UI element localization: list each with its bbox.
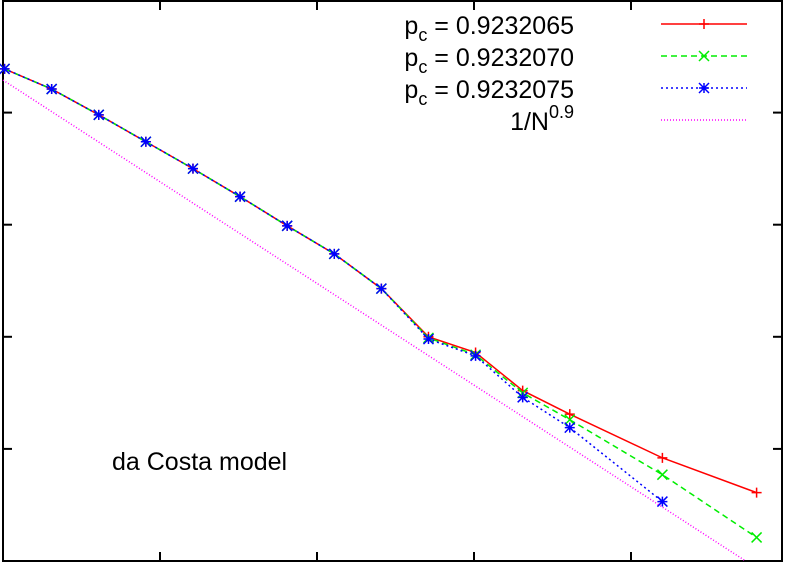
legend-label: pc = 0.9232065 — [404, 12, 574, 45]
data-point — [699, 19, 709, 29]
data-point — [470, 350, 482, 362]
data-point — [564, 409, 575, 420]
legend-label: pc = 0.9232070 — [404, 44, 574, 77]
annotation: da Costa model — [112, 448, 287, 476]
data-point — [517, 391, 529, 403]
series-line — [4, 68, 758, 539]
data-point — [328, 248, 340, 260]
data-point — [698, 50, 710, 62]
data-point — [375, 283, 387, 295]
data-point — [422, 333, 435, 345]
series-line — [4, 68, 663, 503]
legend-label: pc = 0.9232075 — [404, 76, 574, 109]
data-point — [281, 220, 293, 232]
data-point — [140, 136, 152, 148]
data-point — [234, 191, 246, 203]
data-point — [93, 109, 105, 121]
data-point — [751, 487, 762, 498]
data-point — [187, 163, 199, 175]
data-point — [657, 452, 668, 463]
series-line — [4, 68, 757, 494]
series-2 — [0, 63, 668, 508]
data-point — [46, 83, 58, 95]
data-point — [656, 469, 668, 481]
series-0 — [0, 63, 762, 498]
data-point — [698, 82, 710, 94]
series-line — [2, 79, 747, 562]
series-3 — [2, 79, 747, 562]
data-point — [751, 531, 763, 543]
data-point — [0, 63, 11, 75]
data-point — [564, 414, 576, 426]
data-point — [564, 422, 576, 434]
legend-label: 1/N0.9 — [510, 102, 574, 136]
data-point — [656, 496, 668, 508]
